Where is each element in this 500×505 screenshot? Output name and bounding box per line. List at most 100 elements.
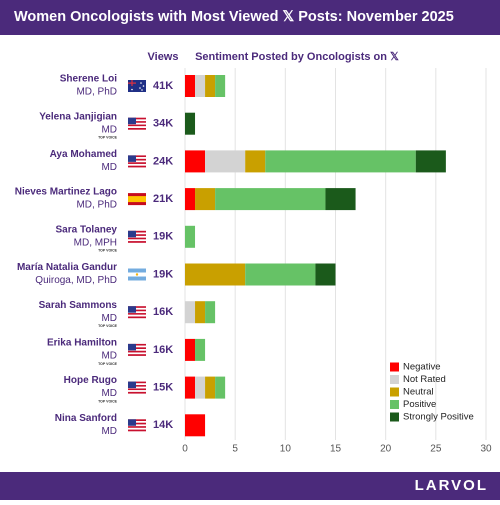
legend-swatch: [390, 412, 399, 422]
bar-segment: [215, 376, 226, 399]
flag-stripe: [128, 427, 146, 430]
oncologist-name: María Natalia Gandur: [17, 262, 117, 273]
flag: [128, 80, 146, 92]
flag-stripe: [128, 354, 146, 356]
flag: [128, 306, 146, 319]
bar-segment: [185, 376, 196, 399]
flag-stripe: [128, 124, 146, 127]
views-value: 14K: [153, 419, 173, 431]
flag-stripe: [128, 390, 146, 392]
flag-stripe: [128, 422, 146, 425]
footer-bar: [0, 472, 500, 500]
views-value: 19K: [153, 268, 173, 280]
views-value: 19K: [153, 231, 173, 243]
oncologist-name: Nieves Martinez Lago: [15, 187, 117, 198]
oncologist-name: Sarah Sammons: [39, 300, 118, 311]
flag-stripe: [128, 419, 146, 422]
chart-title: Women Oncologists with Most Viewed 𝕏 Pos…: [14, 9, 454, 25]
oncologist-name: Yelena Janjigian: [39, 111, 117, 122]
bar-segment: [185, 414, 206, 437]
flag-stripe: [128, 381, 146, 384]
top-voice-badge: TOP VOICE: [98, 136, 118, 140]
flag: [128, 268, 146, 281]
flag-stripe: [128, 126, 146, 128]
flag-stripe: [128, 343, 146, 346]
header-bar: [0, 0, 500, 35]
flag-band: [128, 196, 146, 203]
views-value: 16K: [153, 344, 173, 356]
credentials: MD: [101, 124, 117, 135]
bar-segment: [195, 75, 206, 97]
flag-stripe: [128, 162, 146, 164]
flag-canton: [128, 155, 136, 162]
credentials: MD: [101, 426, 117, 437]
flag-star: [141, 89, 143, 91]
flag-stripe: [128, 241, 146, 243]
bar-segment: [315, 263, 336, 286]
flag-stripe: [128, 386, 146, 389]
views-value: 41K: [153, 80, 173, 92]
oncologist-name: Hope Rugo: [64, 375, 117, 386]
flag-stripe: [128, 388, 146, 391]
flag-stripe: [128, 235, 146, 238]
flag-stripe: [128, 307, 146, 310]
x-tick-label: 10: [280, 444, 292, 455]
flag: [128, 381, 146, 394]
flag-canton: [128, 306, 136, 313]
flag-stripe: [128, 237, 146, 240]
credentials: MD: [101, 388, 117, 399]
flag-star: [139, 87, 141, 89]
flag-stripe: [128, 157, 146, 159]
oncologist-name: Sara Tolaney: [55, 224, 117, 235]
flag-canton: [128, 343, 136, 351]
flag: [128, 343, 146, 356]
bar-segment: [195, 338, 206, 361]
bar-segment: [185, 75, 196, 97]
flag: [128, 155, 146, 168]
x-tick-label: 0: [182, 444, 188, 455]
credentials: MD, PhD: [76, 87, 117, 98]
bar-segment: [205, 301, 216, 324]
flag-stripe: [128, 314, 146, 317]
flag-canton: [128, 381, 136, 389]
credentials: MD: [101, 162, 117, 173]
flag-canton: [128, 419, 136, 426]
flag-stripe: [128, 313, 146, 315]
footer-logo: LARVOL: [415, 477, 488, 494]
flag-stripe: [128, 424, 146, 427]
legend-label: Negative: [403, 362, 441, 373]
flag-stripe: [128, 232, 146, 235]
flag-stripe: [128, 234, 146, 236]
flag-stripe: [128, 122, 146, 125]
credentials: MD, PhD: [76, 200, 117, 211]
flag-stripe: [128, 347, 146, 350]
oncologist-name: Sherene Loi: [60, 74, 117, 85]
flag-star: [131, 88, 133, 91]
oncologist-name: Erika Hamilton: [47, 338, 117, 349]
flag-stripe: [128, 165, 146, 168]
legend-label: Positive: [403, 399, 436, 410]
flag-stripe: [128, 158, 146, 161]
flag-stripe: [128, 121, 146, 123]
bar-segment: [185, 263, 246, 286]
x-tick-label: 25: [430, 444, 442, 455]
flag-stripe: [128, 383, 146, 386]
flag-stripe: [128, 119, 146, 122]
bar-segment: [205, 75, 216, 97]
flag-stripe: [128, 160, 146, 163]
flag-stripe: [128, 352, 146, 355]
flag-stripe: [128, 230, 146, 233]
flag-stripe: [128, 316, 146, 319]
flag-star: [142, 85, 145, 87]
top-voice-badge: TOP VOICE: [98, 362, 118, 366]
bar-segment: [185, 338, 196, 361]
x-tick-label: 15: [330, 444, 342, 455]
top-voice-badge: TOP VOICE: [98, 324, 118, 328]
flag-stripe: [128, 345, 146, 348]
bar-segment: [265, 150, 416, 173]
legend-swatch: [390, 362, 399, 372]
flag-stripe: [128, 127, 146, 130]
flag-stripe: [128, 391, 146, 394]
bar-segment: [205, 376, 216, 399]
